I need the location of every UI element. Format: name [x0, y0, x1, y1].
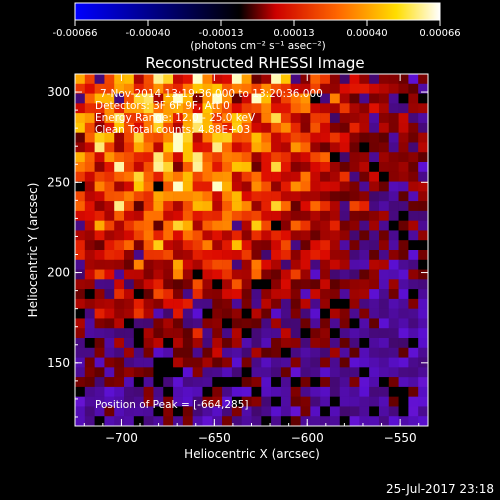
colorbar-tick-label: -0.00013	[199, 28, 244, 39]
x-tick-label: −550	[384, 431, 417, 445]
x-axis-label: Heliocentric X (arcsec)	[184, 447, 320, 461]
colorbar-tick-label: -0.00066	[53, 28, 98, 39]
axis-ticks: −700 −650 −600 −550 150 200 250 300	[47, 73, 428, 445]
x-tick-label: −650	[198, 431, 231, 445]
colorbar: -0.00066 -0.00040 -0.00013 0.00013 0.00040 0.…	[53, 2, 461, 52]
y-axis-label: Heliocentric Y (arcsec)	[26, 183, 40, 318]
annotations: 7-Nov-2014 13:19:36.000 to 13:20:36.000D…	[95, 88, 323, 136]
colorbar-gradient	[74, 2, 441, 21]
y-tick-label: 300	[47, 85, 70, 99]
footer-timestamp: 25-Jul-2017 23:18	[386, 482, 494, 496]
colorbar-tick-label: -0.00040	[126, 28, 171, 39]
colorbar-tick-label: 0.00040	[346, 28, 387, 39]
x-tick-label: −700	[105, 431, 138, 445]
y-tick-label: 150	[47, 356, 70, 370]
chart-title: Reconstructed RHESSI Image	[145, 54, 364, 72]
annotation-line: 7-Nov-2014 13:19:36.000 to 13:20:36.000	[100, 88, 323, 100]
annotation-line: Detectors: 3F 6F 9F, Att 0	[95, 100, 230, 112]
colorbar-ticks: -0.00066 -0.00040 -0.00013 0.00013 0.00040 0.…	[53, 20, 461, 39]
annotation-line: Clean Total counts: 4.88E+03	[95, 124, 250, 136]
colorbar-tick-label: 0.00066	[419, 28, 460, 39]
colorbar-unit-label: (photons cm⁻² s⁻¹ asec⁻²)	[190, 40, 325, 52]
y-tick-label: 200	[47, 266, 70, 280]
colorbar-tick-label: 0.00013	[273, 28, 314, 39]
y-tick-label: 250	[47, 175, 70, 189]
x-tick-label: −600	[291, 431, 324, 445]
heatmap-image	[75, 74, 429, 427]
annotation-line: Energy Range: 12.0 - 25.0 keV	[95, 112, 256, 124]
peak-position-label: Position of Peak = [-664,285]	[95, 399, 249, 411]
